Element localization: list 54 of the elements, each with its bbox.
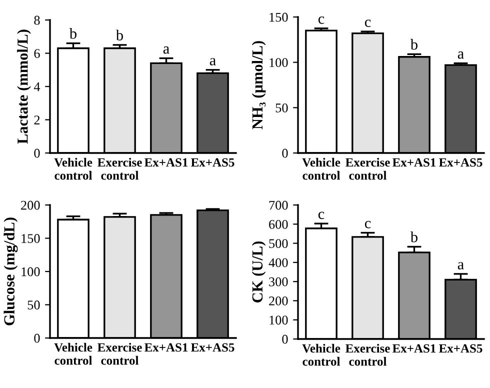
y-axis-title: Glucose (mg/dL) bbox=[4, 218, 18, 326]
x-tick-label: Exercise control bbox=[346, 158, 390, 180]
x-tick-label: Ex+AS5 bbox=[438, 344, 482, 353]
annotation: b bbox=[410, 38, 418, 50]
x-tick-label: Exercise control bbox=[98, 342, 142, 365]
y-tick-label: 100 bbox=[270, 58, 288, 68]
y-tick-label: 100 bbox=[270, 316, 288, 325]
y-tick-label: 0 bbox=[282, 334, 288, 344]
y-tick-label: 0 bbox=[282, 148, 288, 158]
y-axis-title: NH₃ (μmol/L) bbox=[252, 41, 266, 130]
y-tick-label: 200 bbox=[269, 296, 288, 306]
annotation: a bbox=[210, 58, 216, 66]
x-tick-label: Ex+AS1 bbox=[392, 344, 436, 353]
y-tick-label: 4 bbox=[34, 82, 40, 92]
y-tick-label: 0 bbox=[34, 148, 40, 158]
y-tick-label: 150 bbox=[270, 12, 288, 22]
y-tick-label: 2 bbox=[34, 116, 40, 124]
x-tick-label: Ex+AS5 bbox=[190, 158, 234, 167]
y-axis-title: Lactate (mmol/L) bbox=[17, 30, 31, 144]
annotation: a bbox=[458, 51, 464, 59]
y-axis-title: CK (U/L) bbox=[252, 241, 266, 302]
y-tick-label: 100 bbox=[22, 267, 40, 276]
y-tick-label: 700 bbox=[269, 200, 288, 210]
x-tick-label: Ex+AS1 bbox=[144, 158, 188, 167]
x-tick-label: Vehicle control bbox=[302, 158, 340, 180]
y-tick-label: 50 bbox=[276, 103, 288, 112]
annotation: c bbox=[364, 20, 371, 28]
y-tick-label: 6 bbox=[34, 49, 40, 58]
x-tick-label: Exercise control bbox=[98, 158, 142, 180]
annotation: a bbox=[458, 262, 464, 270]
x-tick-label: Exercise control bbox=[346, 344, 390, 366]
y-tick-label: 0 bbox=[34, 334, 40, 343]
y-tick-label: 150 bbox=[22, 234, 40, 243]
annotation: c bbox=[364, 220, 371, 228]
annotation: b bbox=[69, 28, 76, 39]
annotation: c bbox=[318, 212, 324, 220]
y-tick-label: 50 bbox=[28, 300, 40, 310]
x-tick-label: Vehicle control bbox=[54, 342, 92, 365]
annotation: a bbox=[163, 46, 170, 54]
annotation: c bbox=[318, 16, 324, 24]
x-tick-label: Ex+AS5 bbox=[438, 158, 482, 167]
y-tick-label: 8 bbox=[34, 16, 40, 25]
x-tick-label: Vehicle control bbox=[54, 158, 92, 180]
x-tick-label: Ex+AS1 bbox=[392, 158, 436, 167]
x-tick-label: Ex+AS1 bbox=[144, 343, 188, 352]
annotation: b bbox=[410, 231, 418, 242]
y-tick-label: 300 bbox=[269, 277, 288, 286]
y-tick-label: 400 bbox=[268, 258, 288, 268]
y-tick-label: 200 bbox=[21, 200, 40, 210]
y-tick-label: 600 bbox=[269, 220, 288, 229]
x-tick-label: Ex+AS5 bbox=[190, 343, 234, 352]
x-tick-label: Vehicle control bbox=[302, 344, 340, 366]
annotation: b bbox=[116, 30, 123, 40]
y-tick-label: 500 bbox=[269, 239, 288, 248]
